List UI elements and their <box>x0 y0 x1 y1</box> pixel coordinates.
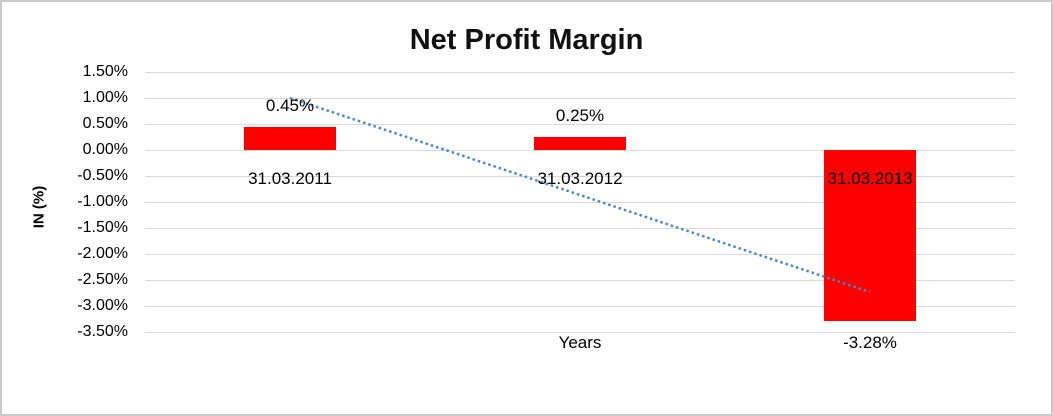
y-axis-tick-label: 0.00% <box>82 141 128 158</box>
category-label: 31.03.2012 <box>537 169 623 188</box>
y-axis-tick-label: -3.00% <box>77 297 128 314</box>
gridline <box>145 72 1015 73</box>
x-axis-title: Years <box>558 333 602 352</box>
bar-31.03.2011 <box>244 126 336 150</box>
data-label: 0.45% <box>265 95 315 115</box>
y-axis-tick-label: -1.00% <box>77 193 128 210</box>
data-label: -3.28% <box>843 332 897 352</box>
y-axis-tick-label: -2.50% <box>77 271 128 288</box>
chart-title: Net Profit Margin <box>409 24 644 56</box>
y-axis-tick-label: 0.50% <box>82 115 128 132</box>
y-axis-tick-label: -3.50% <box>77 323 128 340</box>
category-label: 31.03.2011 <box>248 169 332 188</box>
y-axis-tick-label: -0.50% <box>77 167 128 184</box>
data-label: 0.25% <box>555 106 605 125</box>
y-axis-tick-label: 1.00% <box>82 89 128 106</box>
bar-31.03.2012 <box>534 137 626 150</box>
gridline <box>145 332 1015 333</box>
y-axis-tick-label: -1.50% <box>77 219 128 236</box>
y-axis-tick-label: -2.00% <box>77 245 128 262</box>
category-label: 31.03.2013 <box>827 169 913 188</box>
gridline <box>145 306 1015 307</box>
y-axis-tick-label: 1.50% <box>82 63 128 80</box>
